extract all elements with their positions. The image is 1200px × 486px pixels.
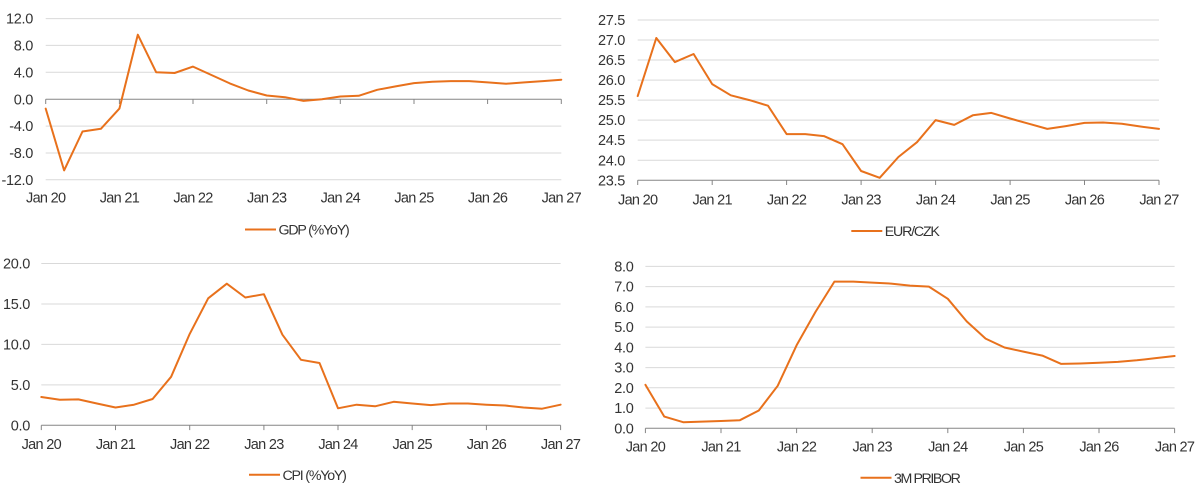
svg-text:8.0: 8.0 [614, 260, 633, 276]
svg-text:Jan 27: Jan 27 [1155, 440, 1195, 456]
svg-text:Jan 27: Jan 27 [1139, 192, 1179, 208]
svg-text:-8.0: -8.0 [9, 146, 33, 162]
svg-text:Jan 21: Jan 21 [96, 437, 136, 453]
svg-text:0.0: 0.0 [11, 418, 30, 434]
svg-text:Jan 24: Jan 24 [321, 191, 361, 207]
svg-text:Jan 25: Jan 25 [394, 191, 434, 207]
svg-text:Jan 26: Jan 26 [1065, 192, 1105, 208]
svg-text:Jan 21: Jan 21 [100, 191, 140, 207]
svg-text:4.0: 4.0 [614, 340, 633, 356]
svg-text:Jan 25: Jan 25 [1004, 440, 1044, 456]
svg-text:Jan 24: Jan 24 [928, 440, 968, 456]
svg-text:Jan 22: Jan 22 [767, 192, 807, 208]
svg-text:8.0: 8.0 [14, 39, 33, 55]
svg-text:Jan 23: Jan 23 [841, 192, 881, 208]
svg-text:Jan 24: Jan 24 [318, 437, 358, 453]
svg-text:Jan 23: Jan 23 [244, 437, 284, 453]
svg-text:15.0: 15.0 [3, 297, 30, 313]
svg-text:Jan 26: Jan 26 [467, 437, 507, 453]
svg-text:Jan 22: Jan 22 [170, 437, 210, 453]
svg-text:26.5: 26.5 [598, 53, 625, 69]
svg-text:-4.0: -4.0 [9, 119, 33, 135]
svg-text:27.5: 27.5 [598, 13, 625, 29]
svg-text:CPI (%YoY): CPI (%YoY) [283, 468, 347, 484]
svg-text:Jan 20: Jan 20 [618, 192, 658, 208]
svg-text:Jan 20: Jan 20 [22, 437, 62, 453]
svg-text:Jan 21: Jan 21 [701, 440, 741, 456]
svg-text:EUR/CZK: EUR/CZK [885, 224, 941, 240]
svg-text:Jan 26: Jan 26 [468, 191, 508, 207]
svg-text:20.0: 20.0 [3, 257, 30, 273]
svg-text:1.0: 1.0 [614, 401, 633, 417]
svg-text:24.0: 24.0 [598, 153, 625, 169]
svg-text:Jan 20: Jan 20 [626, 440, 666, 456]
svg-text:4.0: 4.0 [14, 65, 33, 81]
svg-text:Jan 22: Jan 22 [173, 191, 213, 207]
svg-text:Jan 23: Jan 23 [853, 440, 893, 456]
svg-text:Jan 27: Jan 27 [541, 437, 581, 453]
svg-text:GDP (%YoY): GDP (%YoY) [279, 223, 349, 239]
svg-text:Jan 20: Jan 20 [26, 191, 66, 207]
svg-text:Jan 25: Jan 25 [393, 437, 433, 453]
svg-text:25.0: 25.0 [598, 113, 625, 129]
svg-text:0.0: 0.0 [14, 92, 33, 108]
svg-text:Jan 21: Jan 21 [693, 192, 733, 208]
svg-text:12.0: 12.0 [6, 12, 33, 28]
svg-text:-12.0: -12.0 [1, 173, 33, 189]
svg-text:3.0: 3.0 [614, 361, 633, 377]
svg-text:Jan 26: Jan 26 [1079, 440, 1119, 456]
svg-text:Jan 23: Jan 23 [247, 191, 287, 207]
svg-text:Jan 25: Jan 25 [990, 192, 1030, 208]
svg-text:Jan 24: Jan 24 [916, 192, 956, 208]
svg-text:27.0: 27.0 [598, 33, 625, 49]
svg-text:6.0: 6.0 [614, 300, 633, 316]
svg-text:23.5: 23.5 [598, 173, 625, 189]
svg-text:Jan 22: Jan 22 [777, 440, 817, 456]
svg-text:5.0: 5.0 [614, 320, 633, 336]
svg-text:10.0: 10.0 [3, 338, 30, 354]
svg-text:3M PRIBOR: 3M PRIBOR [894, 471, 961, 486]
svg-text:24.5: 24.5 [598, 133, 625, 149]
svg-text:7.0: 7.0 [614, 280, 633, 296]
svg-text:0.0: 0.0 [614, 421, 633, 437]
svg-text:2.0: 2.0 [614, 381, 633, 397]
svg-text:Jan 27: Jan 27 [542, 191, 582, 207]
svg-text:26.0: 26.0 [598, 73, 625, 89]
svg-text:25.5: 25.5 [598, 93, 625, 109]
svg-text:5.0: 5.0 [11, 378, 30, 394]
